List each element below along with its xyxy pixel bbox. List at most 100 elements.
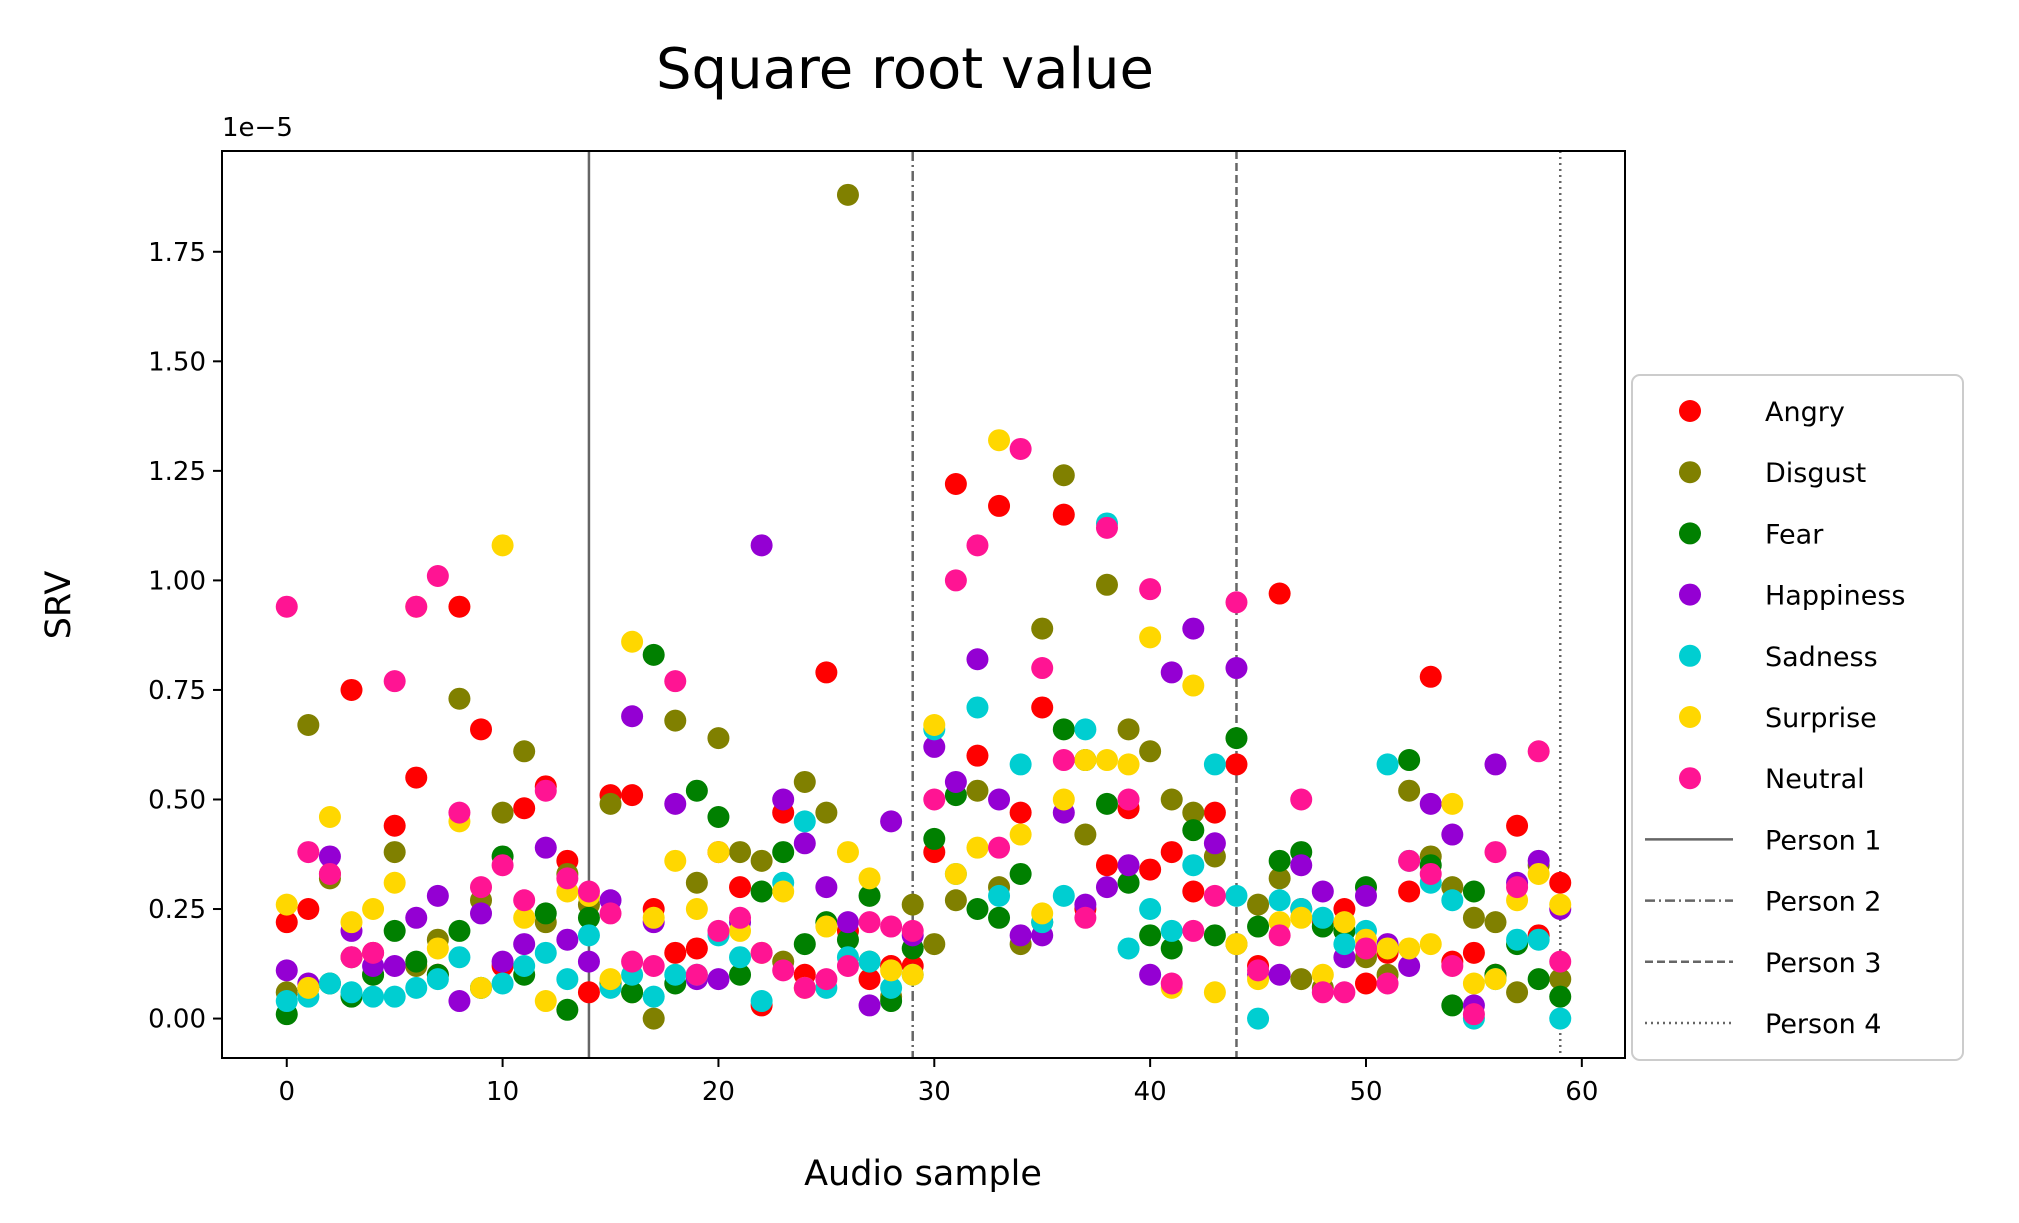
- data-points: [275, 183, 1572, 1030]
- y-tick-label: 0.25: [148, 895, 206, 925]
- point-surprise: [1031, 902, 1054, 925]
- point-surprise: [1203, 981, 1226, 1004]
- point-happiness: [275, 959, 298, 982]
- point-surprise: [1225, 933, 1248, 956]
- point-neutral: [1052, 749, 1075, 772]
- point-sadness: [793, 810, 816, 833]
- point-sadness: [1333, 933, 1356, 956]
- point-happiness: [1311, 880, 1334, 903]
- point-neutral: [1139, 578, 1162, 601]
- point-surprise: [664, 849, 687, 872]
- point-fear: [923, 827, 946, 850]
- point-neutral: [880, 915, 903, 938]
- point-happiness: [988, 788, 1011, 811]
- point-sadness: [1052, 884, 1075, 907]
- point-neutral: [1527, 740, 1550, 763]
- point-disgust: [1160, 788, 1183, 811]
- point-angry: [988, 494, 1011, 517]
- y-tick-label: 0.75: [148, 676, 206, 706]
- point-neutral: [1160, 972, 1183, 995]
- point-sadness: [534, 941, 557, 964]
- point-surprise: [988, 429, 1011, 452]
- point-disgust: [1074, 823, 1097, 846]
- point-fear: [1268, 849, 1291, 872]
- point-sadness: [858, 950, 881, 973]
- legend-label-person-4: Person 4: [1765, 1009, 1882, 1040]
- legend-marker-surprise: [1679, 706, 1701, 728]
- point-sadness: [1225, 884, 1248, 907]
- point-fear: [1117, 871, 1140, 894]
- point-disgust: [750, 849, 773, 872]
- point-disgust: [793, 770, 816, 793]
- point-happiness: [966, 648, 989, 671]
- legend-label-surprise: Surprise: [1765, 703, 1877, 734]
- point-fear: [729, 963, 752, 986]
- point-fear: [1225, 727, 1248, 750]
- point-disgust: [944, 889, 967, 912]
- legend-marker-sadness: [1679, 644, 1701, 667]
- point-surprise: [1484, 968, 1507, 991]
- point-fear: [1441, 994, 1464, 1017]
- point-neutral: [729, 906, 752, 929]
- x-tick-label: 10: [486, 1077, 519, 1107]
- point-fear: [383, 919, 406, 942]
- point-disgust: [729, 841, 752, 864]
- point-surprise: [1549, 893, 1572, 916]
- x-tick-label: 60: [1565, 1077, 1598, 1107]
- point-sadness: [1117, 937, 1140, 960]
- x-axis-ticks: 0 10 20 30 40 50 60: [278, 1058, 1598, 1107]
- point-fear: [1095, 792, 1118, 815]
- point-happiness: [1139, 963, 1162, 986]
- point-fear: [621, 981, 644, 1004]
- point-fear: [750, 880, 773, 903]
- point-sadness: [1160, 919, 1183, 942]
- point-happiness: [880, 810, 903, 833]
- point-neutral: [1484, 841, 1507, 864]
- point-happiness: [750, 534, 773, 557]
- point-sadness: [750, 990, 773, 1013]
- point-sadness: [988, 884, 1011, 907]
- point-sadness: [1527, 928, 1550, 951]
- point-angry: [1203, 801, 1226, 824]
- point-sadness: [1074, 718, 1097, 741]
- point-surprise: [880, 959, 903, 982]
- point-surprise: [1462, 972, 1485, 995]
- point-surprise: [318, 806, 341, 829]
- point-disgust: [664, 709, 687, 732]
- point-neutral: [1506, 876, 1529, 899]
- x-axis-label: Audio sample: [804, 1154, 1042, 1194]
- legend-label-angry: Angry: [1765, 397, 1845, 428]
- point-neutral: [448, 801, 471, 824]
- point-surprise: [772, 880, 795, 903]
- y-axis-label: SRV: [39, 571, 79, 640]
- point-fear: [1160, 937, 1183, 960]
- point-angry: [1160, 841, 1183, 864]
- point-sadness: [318, 972, 341, 995]
- point-fear: [1398, 749, 1421, 772]
- point-angry: [1009, 801, 1032, 824]
- point-angry: [1549, 871, 1572, 894]
- point-neutral: [858, 911, 881, 934]
- legend-label-person-2: Person 2: [1765, 887, 1882, 918]
- point-neutral: [513, 889, 536, 912]
- point-neutral: [340, 946, 363, 969]
- point-surprise: [513, 906, 536, 929]
- point-neutral: [491, 854, 514, 877]
- point-surprise: [491, 534, 514, 557]
- point-surprise: [340, 911, 363, 934]
- point-happiness: [1354, 884, 1377, 907]
- point-happiness: [836, 911, 859, 934]
- point-happiness: [944, 770, 967, 793]
- point-fear: [707, 806, 730, 829]
- point-neutral: [383, 670, 406, 693]
- point-neutral: [1225, 591, 1248, 614]
- point-happiness: [1117, 854, 1140, 877]
- point-neutral: [1462, 1003, 1485, 1026]
- point-disgust: [599, 792, 622, 815]
- point-neutral: [1095, 516, 1118, 539]
- point-disgust: [1549, 968, 1572, 991]
- x-tick-label: 0: [278, 1077, 295, 1107]
- point-neutral: [362, 941, 385, 964]
- point-happiness: [383, 954, 406, 977]
